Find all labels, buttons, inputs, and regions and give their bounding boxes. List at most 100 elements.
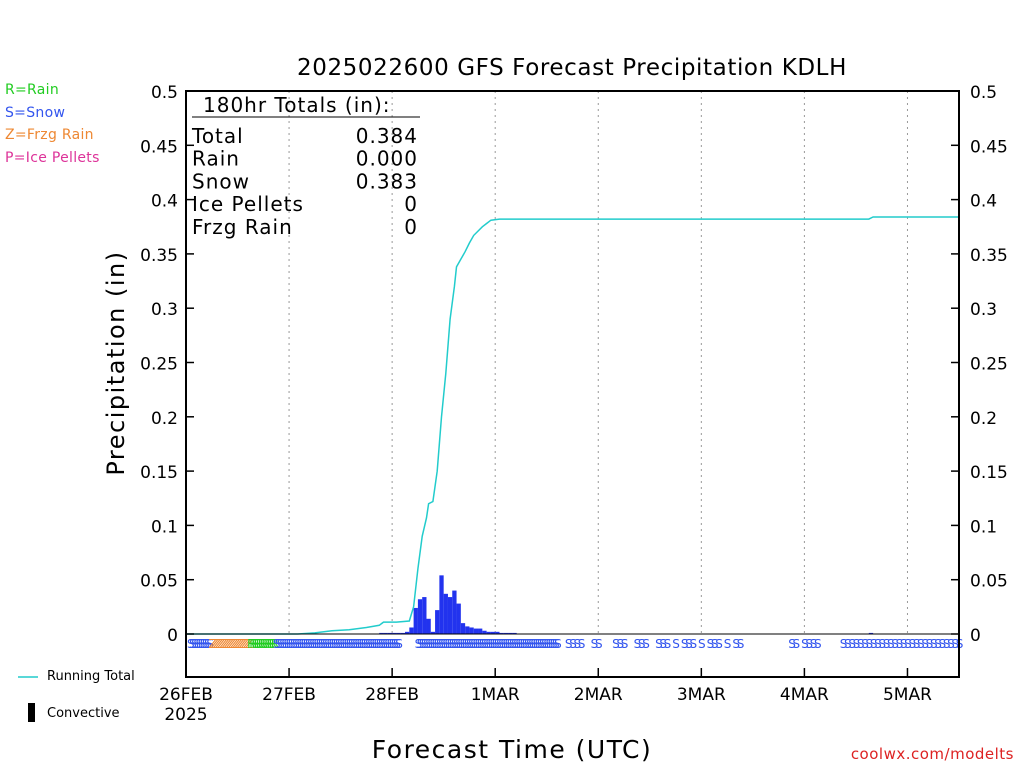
ptype-mark-S: S xyxy=(844,637,852,651)
ptype-mark-S: S xyxy=(279,637,287,651)
ptype-mark-S: S xyxy=(732,637,740,651)
ptype-mark-R: R xyxy=(258,637,266,651)
ptype-mark-S: S xyxy=(339,637,347,651)
y-tick-label-left: 0.15 xyxy=(140,463,178,483)
ptype-mark-S: S xyxy=(917,637,925,651)
precip-bar xyxy=(460,623,466,634)
ptype-mark-Z: Z xyxy=(236,637,244,651)
ptype-mark-S: S xyxy=(655,637,663,651)
ptype-mark-S: S xyxy=(496,637,504,651)
ptype-mark-S: S xyxy=(189,637,197,651)
legend-running-total-label: Running Total xyxy=(47,669,135,684)
y-tick-label-right: 0.45 xyxy=(970,137,1008,157)
precip-bar xyxy=(405,631,410,634)
ptype-mark-R: R xyxy=(266,637,274,651)
ptype-mark-S: S xyxy=(327,637,335,651)
y-axis-label: Precipitation (in) xyxy=(102,250,130,475)
credit-link[interactable]: coolwx.com/modelts xyxy=(850,745,1014,763)
precip-bar xyxy=(396,632,401,634)
ptype-mark-S: S xyxy=(344,637,352,651)
ptype-mark-S: S xyxy=(548,637,556,651)
ptype-mark-S: S xyxy=(546,637,554,651)
ptype-mark-S: S xyxy=(490,637,498,651)
precip-bar xyxy=(868,632,874,634)
ptype-mark-S: S xyxy=(503,637,511,651)
ptype-mark-Z: Z xyxy=(215,637,223,651)
ptype-mark-S: S xyxy=(539,637,547,651)
precip-bar xyxy=(443,593,448,634)
ptype-mark-S: S xyxy=(292,637,300,651)
ptype-mark-S: S xyxy=(443,637,451,651)
ptype-mark-S: S xyxy=(389,637,397,651)
totals-row-value: 0 xyxy=(404,192,418,216)
ptype-mark-Z: Z xyxy=(241,637,249,651)
ptype-mark-S: S xyxy=(423,637,431,651)
precip-bar xyxy=(417,599,423,634)
y-tick-label-right: 0.2 xyxy=(970,409,997,429)
ptype-mark-S: S xyxy=(286,637,294,651)
ptype-mark-Z: Z xyxy=(228,637,236,651)
precip-bar xyxy=(495,631,500,634)
ptype-mark-S: S xyxy=(857,637,865,651)
ptype-mark-S: S xyxy=(198,637,206,651)
ptype-mark-S: S xyxy=(415,637,423,651)
x-tick-label: 1MAR xyxy=(471,685,520,705)
ptype-mark-S: S xyxy=(281,637,289,651)
ptype-mark-S: S xyxy=(430,637,438,651)
totals-row-value: 0.000 xyxy=(356,147,418,171)
ptype-mark-S: S xyxy=(284,637,292,651)
ptype-mark-S: S xyxy=(200,637,208,651)
ptype-mark-S: S xyxy=(352,637,360,651)
ptype-mark-S: S xyxy=(483,637,491,651)
ptype-mark-S: S xyxy=(934,637,942,651)
ptype-mark-S: S xyxy=(595,637,603,651)
ptype-mark-Z: Z xyxy=(245,637,253,651)
ptype-mark-Z: Z xyxy=(226,637,234,651)
ptype-mark-S: S xyxy=(378,637,386,651)
ptype-mark-S: S xyxy=(299,637,307,651)
ptype-mark-S: S xyxy=(314,637,322,651)
ptype-mark-S: S xyxy=(432,637,440,651)
ptype-mark-Z: Z xyxy=(224,637,232,651)
ptype-mark-S: S xyxy=(531,637,539,651)
ptype-mark-S: S xyxy=(883,637,891,651)
ptype-mark-Z: Z xyxy=(221,637,229,651)
ptype-mark-R: R xyxy=(262,637,270,651)
totals-row-label: Snow xyxy=(192,169,250,193)
ptype-mark-S: S xyxy=(273,637,281,651)
ptype-mark-S: S xyxy=(294,637,302,651)
ptype-mark-Z: Z xyxy=(234,637,242,651)
ptype-mark-S: S xyxy=(500,637,508,651)
ptype-mark-S: S xyxy=(866,637,874,651)
ptype-mark-S: S xyxy=(498,637,506,651)
ptype-mark-S: S xyxy=(672,637,680,651)
ptype-mark-S: S xyxy=(363,637,371,651)
ptype-mark-S: S xyxy=(303,637,311,651)
legend-ice-pellets: P=Ice Pellets xyxy=(5,150,100,166)
ptype-mark-S: S xyxy=(466,637,474,651)
ptype-mark-S: S xyxy=(848,637,856,651)
ptype-mark-S: S xyxy=(380,637,388,651)
ptype-mark-S: S xyxy=(518,637,526,651)
ptype-mark-S: S xyxy=(479,637,487,651)
ptype-mark-S: S xyxy=(365,637,373,651)
ptype-mark-S: S xyxy=(346,637,354,651)
ptype-mark-S: S xyxy=(485,637,493,651)
ptype-mark-S: S xyxy=(312,637,320,651)
ptype-mark-S: S xyxy=(354,637,362,651)
ptype-mark-S: S xyxy=(393,637,401,651)
ptype-mark-S: S xyxy=(290,637,298,651)
ptype-mark-S: S xyxy=(473,637,481,651)
ptype-mark-Z: Z xyxy=(217,637,225,651)
ptype-mark-Z: Z xyxy=(213,637,221,651)
ptype-mark-S: S xyxy=(896,637,904,651)
ptype-mark-S: S xyxy=(297,637,305,651)
ptype-mark-S: S xyxy=(711,637,719,651)
x-tick-label: 5MAR xyxy=(883,685,932,705)
ptype-mark-S: S xyxy=(947,637,955,651)
ptype-mark-S: S xyxy=(698,637,706,651)
convective-legend-swatch xyxy=(28,703,35,722)
legend-snow: S=Snow xyxy=(5,105,66,121)
ptype-mark-S: S xyxy=(370,637,378,651)
ptype-mark-S: S xyxy=(930,637,938,651)
